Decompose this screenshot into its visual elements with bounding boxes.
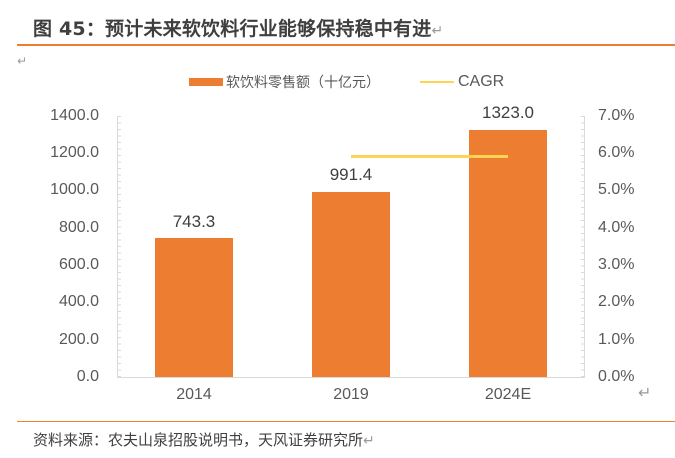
title-rule (17, 44, 675, 46)
bar-2024e (469, 130, 547, 377)
left-tick: 0.0 (76, 368, 99, 385)
legend-line-swatch-icon (420, 81, 454, 83)
figure-title-text: 图 45：预计未来软饮料行业能够保持稳中有进 (33, 18, 432, 40)
source-rule (17, 421, 675, 422)
bar-value-label: 991.4 (329, 165, 373, 184)
bar-value-label: 1323.0 (482, 103, 534, 122)
left-axis-minor-ticks (118, 116, 121, 377)
bar-2019 (312, 192, 390, 377)
x-tick-label: 2014 (176, 386, 212, 403)
right-tick: 3.0% (598, 256, 635, 273)
left-y-axis (117, 116, 118, 378)
figure-title: 图 45：预计未来软饮料行业能够保持稳中有进↵ (33, 14, 443, 41)
right-tick: 4.0% (598, 219, 635, 236)
paragraph-mark-icon: ↵ (638, 385, 652, 402)
bar-2014 (155, 238, 233, 377)
right-tick: 1.0% (598, 331, 635, 348)
right-tick: 5.0% (598, 181, 635, 198)
x-tick-label: 2024E (484, 386, 532, 403)
paragraph-mark-icon: ↵ (363, 433, 375, 449)
bar-value-label: 743.3 (172, 212, 216, 231)
x-tick-label: 2019 (333, 386, 369, 403)
right-axis-minor-ticks (581, 116, 584, 377)
cagr-line (351, 155, 508, 158)
left-tick: 800.0 (58, 219, 99, 236)
right-tick: 2.0% (598, 293, 635, 310)
left-tick: 200.0 (58, 331, 99, 348)
left-tick: 1200.0 (50, 144, 99, 161)
source-note: 资料来源：农夫山泉招股说明书，天风证券研究所↵ (33, 429, 375, 450)
left-tick: 400.0 (58, 293, 99, 310)
legend-line-label: CAGR (458, 73, 505, 90)
source-text: 资料来源：农夫山泉招股说明书，天风证券研究所 (33, 431, 364, 449)
legend-bar-swatch-icon (189, 78, 223, 86)
right-tick: 0.0% (598, 368, 635, 385)
chart-legend: 软饮料零售额（十亿元） CAGR (189, 72, 504, 92)
left-tick: 600.0 (58, 256, 99, 273)
right-y-axis (584, 116, 585, 378)
paragraph-mark-icon: ↵ (431, 23, 444, 39)
right-tick: 6.0% (598, 144, 635, 161)
paragraph-mark-icon: ↵ (17, 54, 28, 68)
left-tick: 1000.0 (50, 181, 99, 198)
right-tick: 7.0% (598, 107, 635, 124)
x-axis (117, 377, 585, 378)
left-tick: 1400.0 (50, 107, 99, 124)
legend-bar-label: 软饮料零售额（十亿元） (226, 75, 380, 91)
